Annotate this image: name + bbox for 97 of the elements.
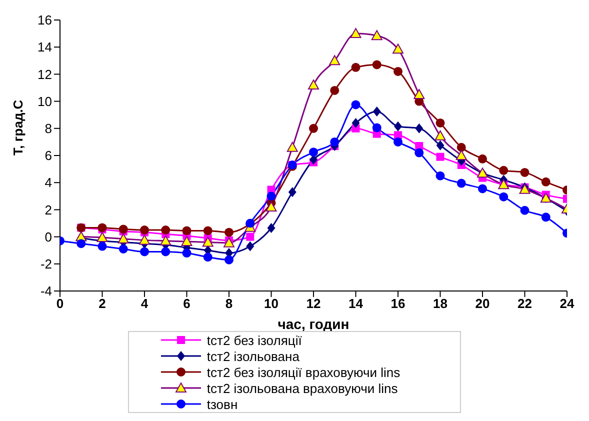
point	[350, 28, 362, 38]
point	[436, 152, 444, 161]
legend-label: tст2 ізольована враховуючи lins	[206, 380, 398, 396]
legend-label: tст2 без ізоляції	[206, 332, 302, 348]
point	[224, 255, 234, 264]
point	[520, 168, 530, 177]
point	[181, 236, 192, 246]
point	[161, 226, 170, 235]
point	[456, 150, 467, 160]
point	[394, 137, 402, 146]
point	[224, 237, 234, 248]
point	[436, 140, 444, 150]
y-tick-label: 4	[44, 175, 52, 190]
point	[478, 154, 487, 164]
point	[267, 222, 276, 233]
point	[520, 206, 530, 215]
point	[371, 30, 382, 40]
point	[286, 142, 298, 152]
y-tick-label: 8	[44, 121, 52, 136]
point	[288, 187, 296, 198]
x-tick-label: 10	[264, 296, 278, 312]
x-tick-label: 24	[560, 296, 575, 312]
y-tick-label: 16	[38, 12, 52, 28]
point	[456, 178, 466, 188]
point	[224, 228, 234, 237]
point	[308, 80, 319, 90]
point	[96, 232, 108, 242]
point	[394, 121, 402, 132]
point	[246, 232, 254, 241]
x-tick-label: 20	[475, 296, 490, 312]
y-axis-title: Т, град.С	[10, 99, 26, 156]
point	[98, 242, 107, 251]
point	[139, 234, 150, 245]
point	[140, 247, 149, 256]
point	[309, 148, 318, 157]
point	[499, 166, 508, 175]
y-tick-label: -2	[40, 256, 52, 272]
x-tick-label: 18	[433, 296, 448, 312]
legend-label: tст2 ізольована	[206, 348, 300, 364]
x-tick-label: 4	[140, 296, 149, 312]
x-tick-label: 22	[518, 296, 532, 312]
point	[392, 44, 404, 54]
point	[434, 130, 446, 140]
x-tick-label: 14	[348, 296, 364, 312]
point	[118, 233, 129, 244]
point	[329, 55, 340, 66]
point	[436, 118, 445, 128]
y-tick-label: 14	[38, 40, 52, 55]
point	[118, 244, 128, 254]
point	[266, 192, 276, 201]
point	[309, 124, 318, 133]
point	[161, 247, 170, 256]
point	[140, 226, 149, 235]
point	[246, 241, 254, 252]
x-tick-label: 0	[56, 296, 64, 312]
point	[182, 248, 192, 258]
point	[394, 66, 402, 76]
x-tick-label: 16	[390, 296, 406, 312]
point	[414, 148, 424, 158]
point	[118, 224, 128, 234]
y-tick-label: 12	[38, 66, 52, 82]
point	[436, 171, 445, 180]
point	[372, 106, 381, 116]
point	[541, 177, 550, 186]
point	[351, 62, 360, 72]
point	[414, 89, 425, 100]
point	[266, 201, 277, 212]
legend-label: tст2 без ізоляції враховуючи lins	[206, 364, 400, 380]
point	[203, 252, 212, 262]
point	[351, 100, 360, 110]
legend-label: tзовн	[206, 396, 238, 412]
point	[330, 137, 340, 146]
y-tick-label: -4	[40, 284, 52, 299]
point	[372, 123, 382, 132]
point	[203, 226, 212, 236]
x-tick-label: 12	[306, 296, 321, 312]
point	[478, 184, 487, 194]
point	[372, 60, 382, 70]
point	[330, 86, 340, 95]
x-tick-label: 2	[98, 296, 106, 312]
point	[456, 142, 466, 152]
point	[310, 154, 318, 165]
x-tick-label: 6	[183, 296, 190, 312]
point	[541, 212, 550, 222]
point	[160, 235, 172, 246]
point	[182, 226, 192, 236]
point	[415, 123, 424, 134]
x-axis-title: час, годин	[278, 316, 350, 332]
x-tick-label: 8	[225, 296, 233, 312]
y-tick-label: 0	[44, 229, 52, 244]
y-tick-label: 2	[44, 202, 52, 218]
point	[352, 118, 360, 128]
point	[76, 239, 86, 248]
y-tick-label: 6	[44, 148, 52, 164]
point	[202, 236, 214, 247]
y-tick-label: 10	[38, 94, 52, 109]
point	[499, 192, 508, 202]
